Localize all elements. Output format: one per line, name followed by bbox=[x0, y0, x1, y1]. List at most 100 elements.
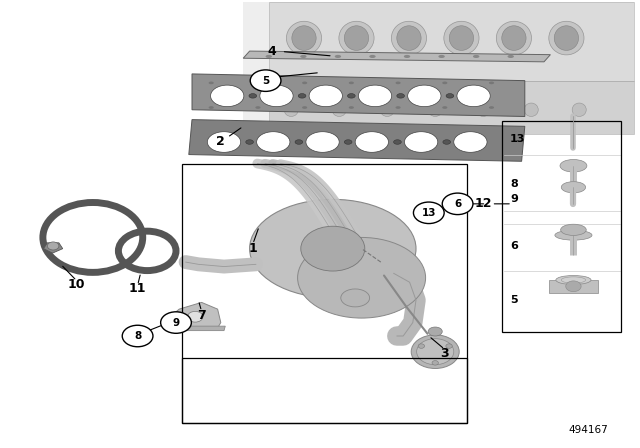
Ellipse shape bbox=[473, 55, 479, 58]
Ellipse shape bbox=[428, 103, 442, 116]
Ellipse shape bbox=[332, 103, 346, 116]
Ellipse shape bbox=[417, 339, 454, 365]
Ellipse shape bbox=[454, 132, 487, 152]
Text: 7: 7 bbox=[197, 309, 206, 323]
Ellipse shape bbox=[489, 106, 494, 109]
Ellipse shape bbox=[339, 21, 374, 55]
Ellipse shape bbox=[250, 199, 416, 298]
Polygon shape bbox=[173, 302, 221, 328]
Bar bbox=[182, 358, 467, 423]
Ellipse shape bbox=[560, 159, 587, 172]
Text: 6: 6 bbox=[510, 241, 518, 251]
Polygon shape bbox=[44, 243, 63, 253]
Ellipse shape bbox=[561, 224, 586, 236]
Ellipse shape bbox=[524, 103, 538, 116]
Ellipse shape bbox=[358, 85, 392, 107]
Ellipse shape bbox=[418, 344, 424, 349]
Text: 494167: 494167 bbox=[569, 425, 609, 435]
Ellipse shape bbox=[255, 106, 260, 109]
Text: 4: 4 bbox=[268, 45, 276, 58]
Ellipse shape bbox=[380, 103, 394, 116]
Text: 13: 13 bbox=[422, 208, 436, 218]
Ellipse shape bbox=[369, 55, 376, 58]
Ellipse shape bbox=[548, 21, 584, 55]
Ellipse shape bbox=[209, 82, 214, 84]
Circle shape bbox=[161, 312, 191, 333]
Ellipse shape bbox=[428, 327, 442, 336]
Text: 6: 6 bbox=[454, 199, 461, 209]
Text: 10: 10 bbox=[68, 278, 86, 291]
Ellipse shape bbox=[404, 132, 438, 152]
Ellipse shape bbox=[502, 26, 526, 50]
Ellipse shape bbox=[394, 140, 401, 144]
Ellipse shape bbox=[443, 140, 451, 144]
Ellipse shape bbox=[349, 82, 354, 84]
Ellipse shape bbox=[302, 106, 307, 109]
Ellipse shape bbox=[246, 140, 253, 144]
Ellipse shape bbox=[404, 55, 410, 58]
Ellipse shape bbox=[348, 94, 355, 98]
Ellipse shape bbox=[298, 94, 306, 98]
Polygon shape bbox=[243, 51, 550, 62]
Ellipse shape bbox=[335, 55, 341, 58]
Ellipse shape bbox=[302, 82, 307, 84]
Ellipse shape bbox=[508, 55, 514, 58]
Polygon shape bbox=[269, 81, 634, 134]
Ellipse shape bbox=[260, 85, 293, 107]
Ellipse shape bbox=[292, 26, 316, 50]
Bar bbox=[182, 164, 467, 423]
Ellipse shape bbox=[295, 140, 303, 144]
Ellipse shape bbox=[355, 132, 388, 152]
Text: 13: 13 bbox=[510, 134, 525, 144]
Text: 11: 11 bbox=[129, 282, 147, 296]
Text: 9: 9 bbox=[510, 194, 518, 204]
Ellipse shape bbox=[408, 85, 441, 107]
Polygon shape bbox=[189, 120, 525, 161]
Text: 5: 5 bbox=[262, 76, 269, 86]
Ellipse shape bbox=[446, 344, 452, 349]
Ellipse shape bbox=[497, 21, 531, 55]
Ellipse shape bbox=[442, 106, 447, 109]
Ellipse shape bbox=[489, 82, 494, 84]
Ellipse shape bbox=[255, 82, 260, 84]
Ellipse shape bbox=[211, 85, 244, 107]
Polygon shape bbox=[269, 2, 634, 81]
Circle shape bbox=[413, 202, 444, 224]
Text: 8: 8 bbox=[134, 331, 141, 341]
Polygon shape bbox=[549, 280, 598, 293]
Ellipse shape bbox=[349, 106, 354, 109]
Text: 3: 3 bbox=[440, 347, 449, 361]
Polygon shape bbox=[243, 2, 634, 134]
Ellipse shape bbox=[412, 335, 460, 368]
Ellipse shape bbox=[257, 132, 290, 152]
Text: 8: 8 bbox=[510, 179, 518, 189]
Ellipse shape bbox=[555, 230, 592, 240]
Polygon shape bbox=[166, 326, 225, 331]
Ellipse shape bbox=[300, 55, 307, 58]
Ellipse shape bbox=[301, 226, 365, 271]
Ellipse shape bbox=[444, 21, 479, 55]
Ellipse shape bbox=[432, 361, 438, 365]
Ellipse shape bbox=[392, 21, 427, 55]
Ellipse shape bbox=[446, 94, 454, 98]
Ellipse shape bbox=[396, 106, 401, 109]
Ellipse shape bbox=[341, 289, 370, 307]
Bar bbox=[502, 121, 621, 332]
Ellipse shape bbox=[396, 82, 401, 84]
Text: 12: 12 bbox=[474, 197, 492, 211]
Ellipse shape bbox=[442, 82, 447, 84]
Text: 9: 9 bbox=[172, 318, 180, 327]
Ellipse shape bbox=[556, 276, 591, 284]
Ellipse shape bbox=[561, 182, 586, 193]
Circle shape bbox=[47, 242, 59, 250]
Text: 5: 5 bbox=[510, 295, 518, 305]
Ellipse shape bbox=[298, 237, 426, 318]
Ellipse shape bbox=[344, 140, 352, 144]
Circle shape bbox=[442, 193, 473, 215]
Ellipse shape bbox=[287, 21, 322, 55]
Ellipse shape bbox=[449, 26, 474, 50]
Circle shape bbox=[566, 281, 581, 292]
Ellipse shape bbox=[266, 55, 272, 58]
Circle shape bbox=[250, 70, 281, 91]
Ellipse shape bbox=[572, 103, 586, 116]
